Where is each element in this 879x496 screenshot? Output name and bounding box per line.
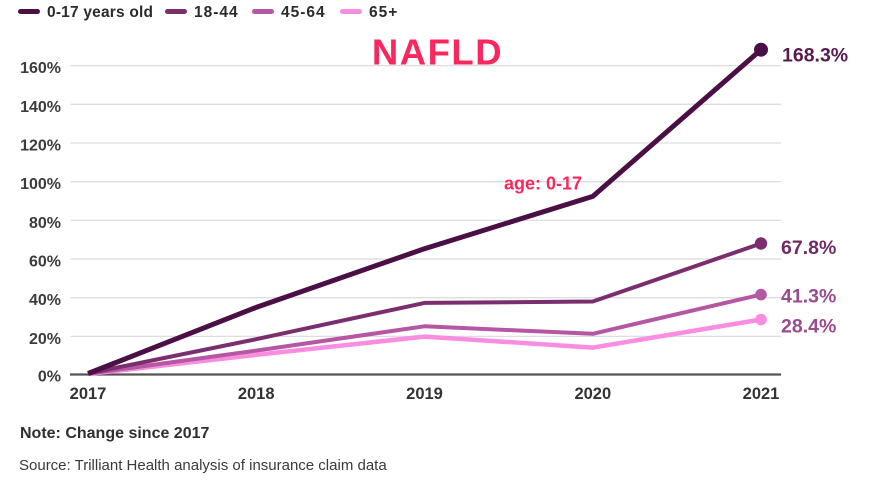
svg-text:0-17 years old: 0-17 years old xyxy=(47,4,153,21)
svg-text:60%: 60% xyxy=(29,254,61,271)
svg-text:28.4%: 28.4% xyxy=(781,316,836,338)
svg-text:65+: 65+ xyxy=(369,4,398,21)
svg-text:160%: 160% xyxy=(20,60,61,77)
svg-text:45-64: 45-64 xyxy=(281,4,326,21)
svg-text:80%: 80% xyxy=(29,215,61,232)
svg-text:120%: 120% xyxy=(20,138,61,155)
svg-text:18-44: 18-44 xyxy=(194,4,239,21)
svg-text:age: 0-17: age: 0-17 xyxy=(504,174,582,194)
svg-text:140%: 140% xyxy=(20,99,61,116)
svg-text:41.3%: 41.3% xyxy=(781,286,836,308)
svg-text:Note: Change since 2017: Note: Change since 2017 xyxy=(20,425,210,442)
svg-text:20%: 20% xyxy=(29,331,61,348)
svg-text:NAFLD: NAFLD xyxy=(372,32,503,73)
svg-text:168.3%: 168.3% xyxy=(782,45,848,67)
svg-text:Source: Trilliant Health analy: Source: Trilliant Health analysis of ins… xyxy=(19,457,387,474)
svg-text:2020: 2020 xyxy=(574,385,611,403)
svg-text:67.8%: 67.8% xyxy=(781,237,836,259)
svg-text:2018: 2018 xyxy=(238,385,275,403)
svg-text:2019: 2019 xyxy=(406,385,443,403)
svg-text:40%: 40% xyxy=(29,292,61,309)
svg-text:2021: 2021 xyxy=(743,385,780,403)
svg-text:100%: 100% xyxy=(20,176,61,193)
svg-text:0%: 0% xyxy=(38,368,61,385)
svg-text:2017: 2017 xyxy=(70,385,107,403)
